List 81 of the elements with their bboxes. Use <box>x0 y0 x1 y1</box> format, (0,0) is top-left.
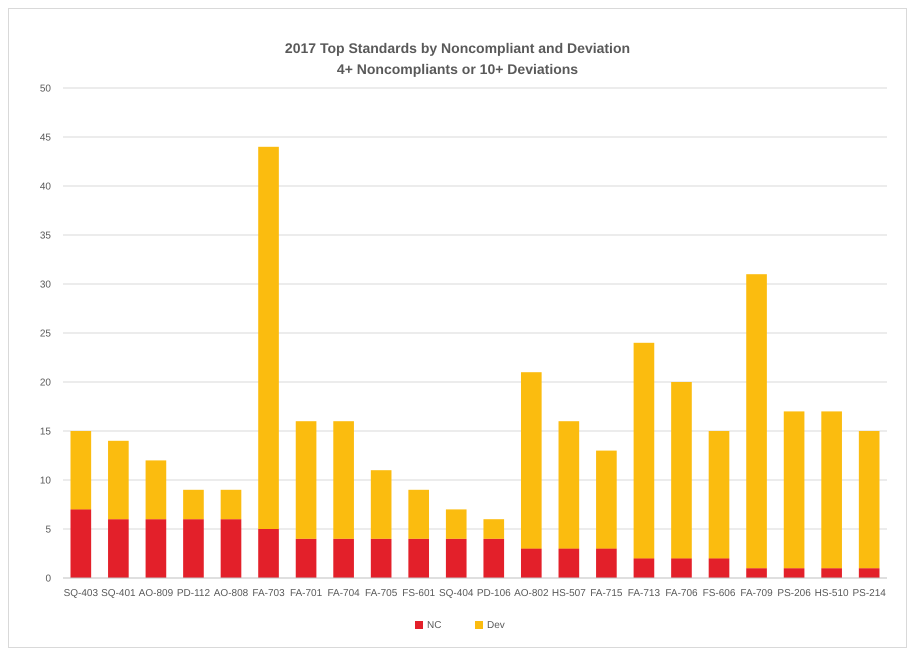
bar <box>671 382 692 558</box>
chart-title: 2017 Top Standards by Noncompliant and Deviation <box>284 40 630 56</box>
x-tick-label: AO-808 <box>214 588 249 599</box>
bar <box>70 509 92 578</box>
x-tick-label: SQ-403 <box>64 588 98 599</box>
bar <box>183 490 204 520</box>
y-tick-label: 5 <box>45 524 52 536</box>
x-tick-label: FA-715 <box>590 588 623 599</box>
bar <box>258 529 279 578</box>
y-tick-label: 30 <box>40 280 52 290</box>
bar <box>520 548 542 578</box>
bar <box>520 372 542 549</box>
x-tick-label: FS-601 <box>402 588 436 599</box>
bar <box>146 460 166 520</box>
bar <box>333 421 354 539</box>
y-tick-label: 25 <box>40 328 52 340</box>
y-tick-label: 35 <box>40 230 52 242</box>
x-tick-label: FA-709 <box>740 588 774 599</box>
chart-subtitle: 4+ Noncompliants or 10+ Deviations <box>336 61 578 77</box>
bar <box>634 342 654 558</box>
x-tick-label: PD-106 <box>476 588 512 599</box>
bar <box>784 568 804 578</box>
bar <box>558 421 580 549</box>
bar <box>596 548 617 578</box>
bar <box>408 490 430 539</box>
x-tick-label: AO-809 <box>138 588 174 599</box>
y-tick-label: 20 <box>40 378 52 388</box>
bar <box>108 440 129 520</box>
bar <box>370 538 392 578</box>
bar <box>821 568 842 578</box>
bar <box>746 274 767 568</box>
bar <box>746 568 767 578</box>
bar <box>596 450 617 549</box>
y-tick-label: 50 <box>40 84 52 94</box>
bar <box>183 519 204 578</box>
x-tick-label: PS-206 <box>777 588 812 599</box>
bar <box>483 538 504 578</box>
x-tick-label: FA-706 <box>665 588 698 599</box>
legend-label: NC <box>427 620 442 631</box>
bar <box>446 538 467 578</box>
bar <box>784 411 804 568</box>
bar <box>483 519 504 539</box>
bar <box>220 519 242 578</box>
bar <box>408 538 430 578</box>
bar <box>634 558 654 578</box>
bar <box>558 548 580 578</box>
y-tick-label: 15 <box>40 426 52 438</box>
y-tick-label: 45 <box>40 132 52 144</box>
x-tick-label: AO-802 <box>514 588 549 599</box>
x-tick-label: PS-214 <box>852 588 886 599</box>
x-tick-label: FA-703 <box>252 588 286 599</box>
bar <box>821 411 842 568</box>
bar <box>671 558 692 578</box>
y-tick-label: 10 <box>40 476 52 486</box>
x-tick-label: FA-713 <box>628 588 660 599</box>
x-tick-label: FA-701 <box>290 588 323 599</box>
bar <box>708 558 730 578</box>
bar <box>858 431 880 568</box>
x-tick-label: FS-606 <box>702 588 736 599</box>
x-tick-label: PD-112 <box>176 588 210 599</box>
x-tick-label: HS-510 <box>814 588 850 599</box>
x-tick-label: SQ-401 <box>101 588 136 599</box>
bar <box>858 568 880 578</box>
y-tick-label: 0 <box>45 574 52 584</box>
legend-label: Dev <box>487 620 505 631</box>
x-tick-label: FA-704 <box>327 588 360 599</box>
bar <box>708 431 730 558</box>
bar <box>70 431 92 510</box>
x-tick-label: FA-705 <box>365 588 398 599</box>
bar <box>446 509 467 539</box>
bar <box>108 519 129 578</box>
bar <box>296 538 316 578</box>
x-tick-label: SQ-404 <box>438 588 474 599</box>
bar <box>146 519 166 578</box>
bar <box>296 421 316 539</box>
y-tick-label: 40 <box>40 182 52 192</box>
bar <box>258 146 279 529</box>
x-tick-label: HS-507 <box>552 588 586 599</box>
bar <box>333 538 354 578</box>
bar <box>220 490 242 520</box>
bar <box>370 470 392 539</box>
